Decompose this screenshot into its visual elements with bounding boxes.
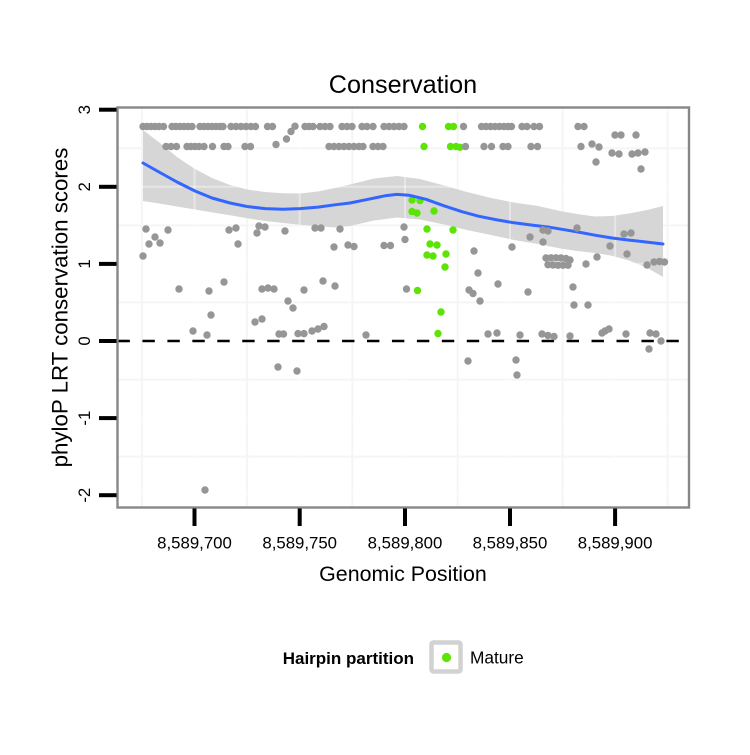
svg-text:8,589,700: 8,589,700 xyxy=(157,534,232,553)
svg-text:3: 3 xyxy=(75,105,94,114)
svg-text:Conservation: Conservation xyxy=(329,71,477,99)
svg-text:2: 2 xyxy=(75,182,94,191)
svg-text:8,589,900: 8,589,900 xyxy=(578,534,653,553)
svg-text:-2: -2 xyxy=(75,488,94,503)
svg-text:-1: -1 xyxy=(75,411,94,426)
svg-text:phyloP LRT conservation scores: phyloP LRT conservation scores xyxy=(48,148,73,468)
svg-text:8,589,800: 8,589,800 xyxy=(368,534,443,553)
svg-text:Genomic Position: Genomic Position xyxy=(319,562,487,586)
svg-text:Mature: Mature xyxy=(470,648,524,668)
svg-text:Hairpin partition: Hairpin partition xyxy=(283,649,414,668)
svg-text:8,589,850: 8,589,850 xyxy=(473,534,548,553)
svg-text:1: 1 xyxy=(75,259,94,268)
svg-text:8,589,750: 8,589,750 xyxy=(262,534,337,553)
svg-text:0: 0 xyxy=(75,336,94,345)
